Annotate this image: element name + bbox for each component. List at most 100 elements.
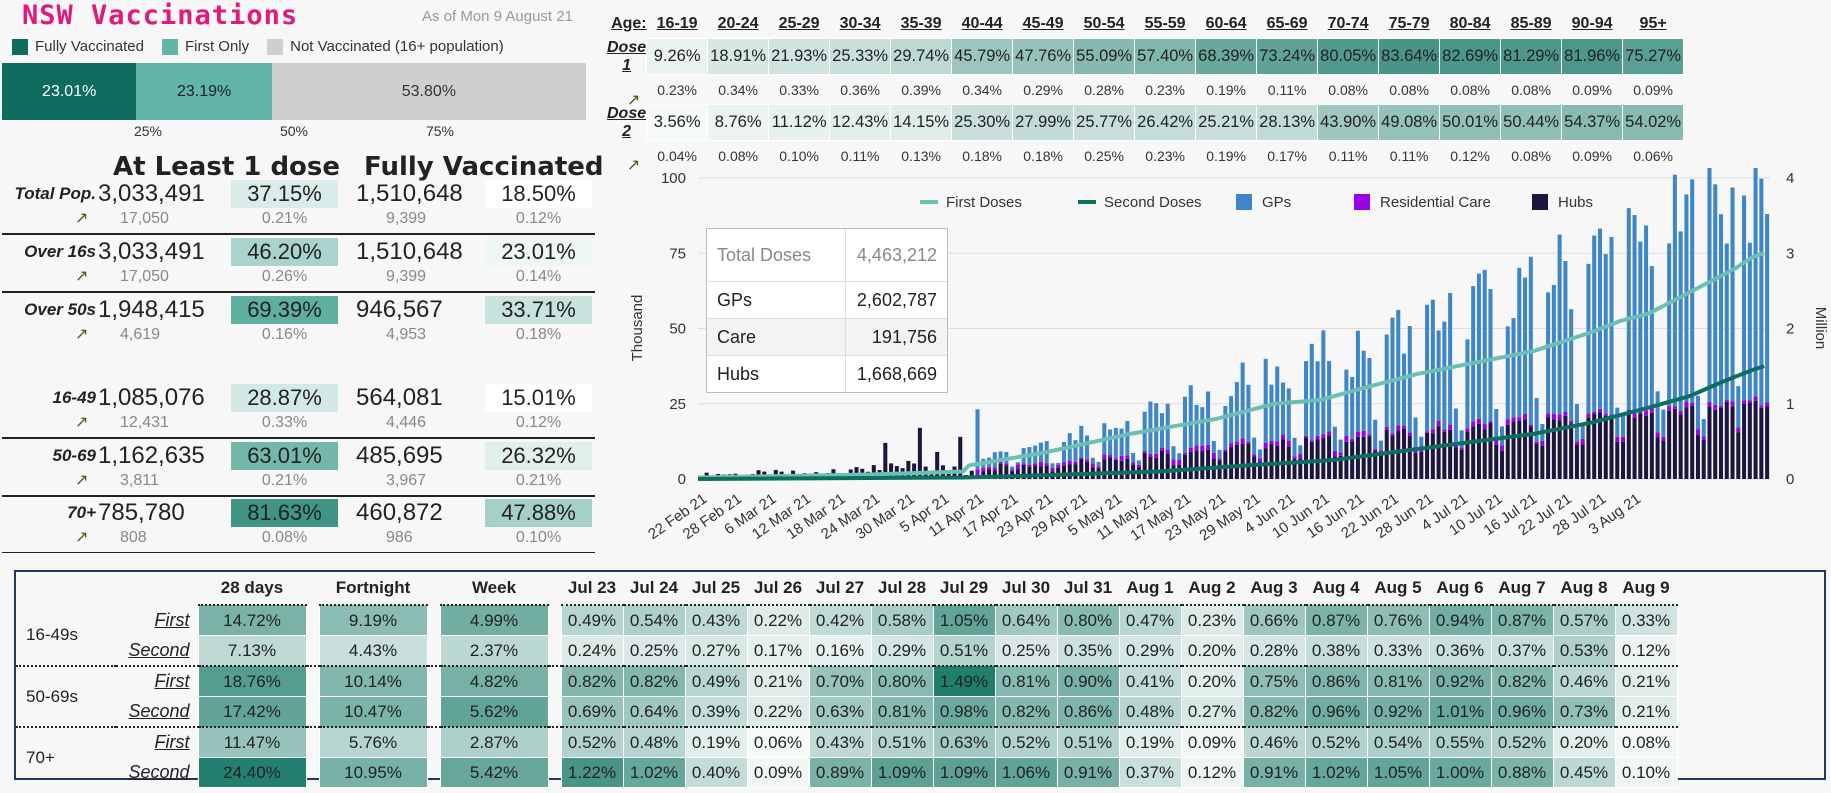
care-bar bbox=[981, 467, 986, 472]
hubs-bar bbox=[1488, 422, 1493, 479]
trend-icon: ↗ bbox=[75, 326, 89, 343]
col-header: Jul 25 bbox=[691, 578, 741, 597]
hubs-bar bbox=[1753, 400, 1758, 479]
rate-cell: 0.19% bbox=[1118, 726, 1182, 758]
spacer bbox=[548, 697, 561, 728]
y-tick-label: 50 bbox=[669, 321, 686, 338]
hubs-bar bbox=[1027, 466, 1032, 479]
dose2-cell: 50.44% bbox=[1500, 104, 1563, 141]
hubs-bar bbox=[1206, 449, 1211, 479]
hubs-bar bbox=[1085, 461, 1090, 479]
hubs-bar bbox=[1188, 451, 1193, 479]
dose2-cell: 27.99% bbox=[1012, 104, 1075, 141]
trend-icon: ↗ bbox=[75, 210, 89, 227]
rate-cell: 0.90% bbox=[1056, 665, 1120, 697]
stacked-ticks: 25% 50% 75% bbox=[0, 123, 590, 143]
care-bar bbox=[1459, 447, 1464, 450]
rate-cell: 0.76% bbox=[1366, 604, 1430, 636]
dose2-daily-cell: 0.08% bbox=[1511, 147, 1551, 164]
gps-bar bbox=[1223, 406, 1228, 450]
care-bar bbox=[1067, 460, 1072, 465]
legend-label: GPs bbox=[1262, 194, 1291, 211]
rate-cell: 0.52% bbox=[560, 726, 624, 758]
gps-bar bbox=[1159, 413, 1164, 448]
hubs-bar bbox=[1159, 450, 1164, 479]
gps-bar bbox=[1730, 187, 1735, 402]
rate-cell: 0.45% bbox=[1552, 757, 1616, 788]
rate-cell: 0.22% bbox=[746, 696, 810, 728]
gps-bar bbox=[1534, 398, 1539, 442]
hubs-bar bbox=[1765, 406, 1770, 479]
gps-bar bbox=[1136, 460, 1141, 465]
care-bar bbox=[1540, 440, 1545, 446]
care-bar bbox=[1165, 449, 1170, 454]
dose1-daily-cell: 0.11% bbox=[1267, 81, 1307, 98]
gps-bar bbox=[1448, 292, 1453, 425]
gps-bar bbox=[1217, 449, 1222, 459]
care-bar bbox=[1194, 445, 1199, 451]
hubs-bar bbox=[889, 463, 894, 479]
spacer bbox=[548, 636, 561, 667]
at-least-count: 785,780 bbox=[98, 499, 185, 526]
rate-cell: 0.48% bbox=[622, 726, 686, 758]
at-least-daily-pct: 0.26% bbox=[261, 268, 308, 285]
first-doses-line bbox=[697, 251, 1765, 480]
age-header: 55-59 bbox=[1144, 14, 1186, 32]
hubs-bar bbox=[1574, 445, 1579, 479]
rate-cell: 0.17% bbox=[746, 635, 810, 667]
not-swatch bbox=[267, 38, 284, 55]
care-bar bbox=[1327, 431, 1332, 436]
gps-bar bbox=[1263, 358, 1268, 443]
gps-bar bbox=[1407, 326, 1412, 433]
hubs-bar bbox=[1402, 428, 1407, 479]
dose2-cell: 43.90% bbox=[1317, 104, 1380, 141]
at-least-daily: 17,050 bbox=[120, 268, 169, 285]
dose1-daily-cell: 0.29% bbox=[1023, 81, 1063, 98]
rate-cell: 0.22% bbox=[746, 604, 810, 636]
hubs-bar bbox=[1701, 439, 1706, 479]
rate-cell: 0.10% bbox=[1614, 757, 1678, 788]
age-header: 60-64 bbox=[1205, 14, 1247, 32]
dose2-cell: 54.02% bbox=[1622, 104, 1685, 141]
hubs-bar bbox=[1350, 441, 1355, 479]
hubs-bar bbox=[1102, 459, 1107, 479]
care-bar bbox=[1206, 444, 1211, 450]
at-least-daily-pct: 0.21% bbox=[261, 472, 308, 489]
hubs-bar bbox=[1125, 458, 1130, 479]
gps-bar bbox=[1119, 428, 1124, 456]
rate-cell: 7.13% bbox=[197, 635, 307, 667]
gps-bar bbox=[1505, 326, 1510, 420]
gps-bar bbox=[1171, 446, 1176, 460]
col-header: Jul 23 bbox=[567, 578, 617, 597]
rate-cell: 0.20% bbox=[1180, 665, 1244, 697]
col-header: Jul 28 bbox=[877, 578, 927, 597]
rate-cell: 0.21% bbox=[1614, 665, 1678, 697]
rate-cell: 0.82% bbox=[994, 696, 1058, 728]
legend-fully: Fully Vaccinated bbox=[12, 38, 144, 55]
spacer bbox=[427, 697, 440, 728]
spacer bbox=[427, 636, 440, 667]
care-bar bbox=[1471, 421, 1476, 427]
summary-row-label: Over 16s bbox=[24, 242, 96, 261]
hubs-bar bbox=[1661, 440, 1666, 479]
tip-hubs-value: 1,668,669 bbox=[856, 363, 937, 384]
care-bar bbox=[1142, 450, 1147, 453]
spacer bbox=[306, 697, 319, 728]
gps-bar bbox=[1090, 457, 1095, 464]
tip-hubs-row: Hubs 1,668,669 bbox=[707, 355, 947, 392]
hubs-bar bbox=[1257, 462, 1262, 479]
rate-cell: 14.72% bbox=[197, 604, 307, 636]
hubs-bar bbox=[1747, 402, 1752, 479]
gps-bar bbox=[1546, 292, 1551, 414]
care-bar bbox=[1753, 396, 1758, 401]
hubs-bar bbox=[1044, 465, 1049, 479]
hubs-bar bbox=[1742, 403, 1747, 479]
hubs-bar bbox=[1569, 423, 1574, 479]
care-bar bbox=[1528, 424, 1533, 427]
first-swatch bbox=[161, 38, 178, 55]
gps-bar bbox=[1096, 462, 1101, 467]
trend-icon: ↗ bbox=[75, 472, 89, 489]
age-header: 75-79 bbox=[1388, 14, 1430, 32]
tip-hubs-label: Hubs bbox=[707, 356, 846, 392]
hubs-bar bbox=[1626, 413, 1631, 479]
